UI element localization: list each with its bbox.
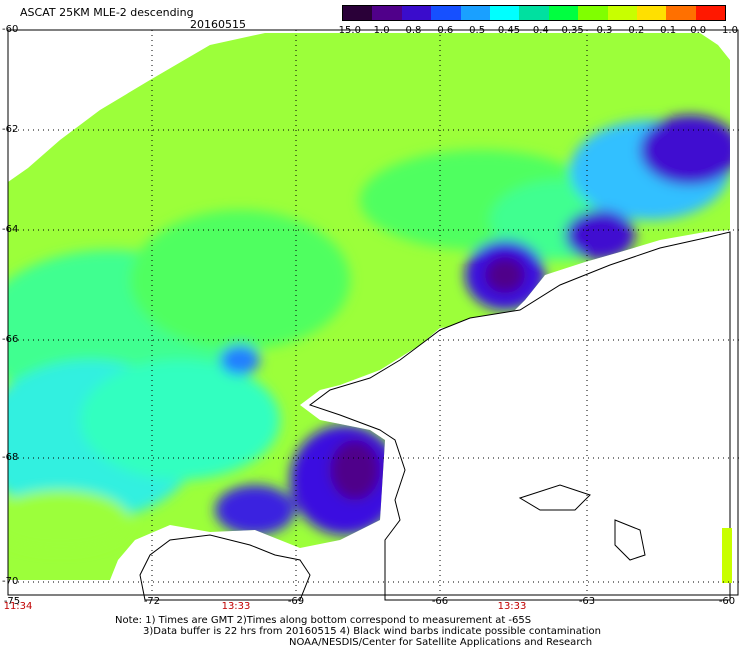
note-line-3: NOAA/NESDIS/Center for Satellite Applica… [289,637,593,648]
island-small-2 [614,519,646,561]
lon-label: -66 [431,596,449,607]
map-date: 20160515 [190,18,246,31]
pass-time: 11:34 [3,601,33,612]
edge-strip [722,528,732,583]
colorbar-segment [519,6,549,20]
colorbar-segment [431,6,461,20]
lon-label: -69 [287,596,305,607]
note-line-2: 3)Data buffer is 22 hrs from 20160515 4)… [143,626,601,637]
colorbar-segment [460,6,490,20]
colorbar-segment [489,6,520,20]
lat-label: -68 [2,452,19,463]
pass-time: 13:33 [221,601,251,612]
lat-label: -60 [2,24,19,35]
colorbar-segment [695,6,726,20]
lon-label: -72 [143,596,161,607]
colorbar [342,5,726,21]
island-small-1 [518,484,591,511]
colorbar-segment [636,6,667,20]
map-frame [7,29,739,596]
graticule [8,30,740,595]
colorbar-segment [666,6,696,20]
lon-label: -75 [3,596,21,607]
pass-time: 13:33 [497,601,527,612]
lat-label: -66 [2,334,19,345]
map-title: ASCAT 25KM MLE-2 descending [20,6,194,19]
note-line-1: Note: 1) Times are GMT 2)Times along bot… [115,615,532,626]
colorbar-segment [401,6,432,20]
lat-label: -64 [2,224,19,235]
coastlines [139,231,731,601]
peninsula-land [308,231,731,601]
colorbar-segment [343,6,373,20]
lat-label: -62 [2,124,19,135]
colorbar-segment [578,6,608,20]
lon-label: -63 [578,596,596,607]
colorbar-segment [607,6,637,20]
lat-label: -70 [2,576,19,587]
lon-label: -60 [718,596,736,607]
colorbar-segment [372,6,402,20]
colorbar-segment [548,6,579,20]
alexander-island [139,534,311,601]
